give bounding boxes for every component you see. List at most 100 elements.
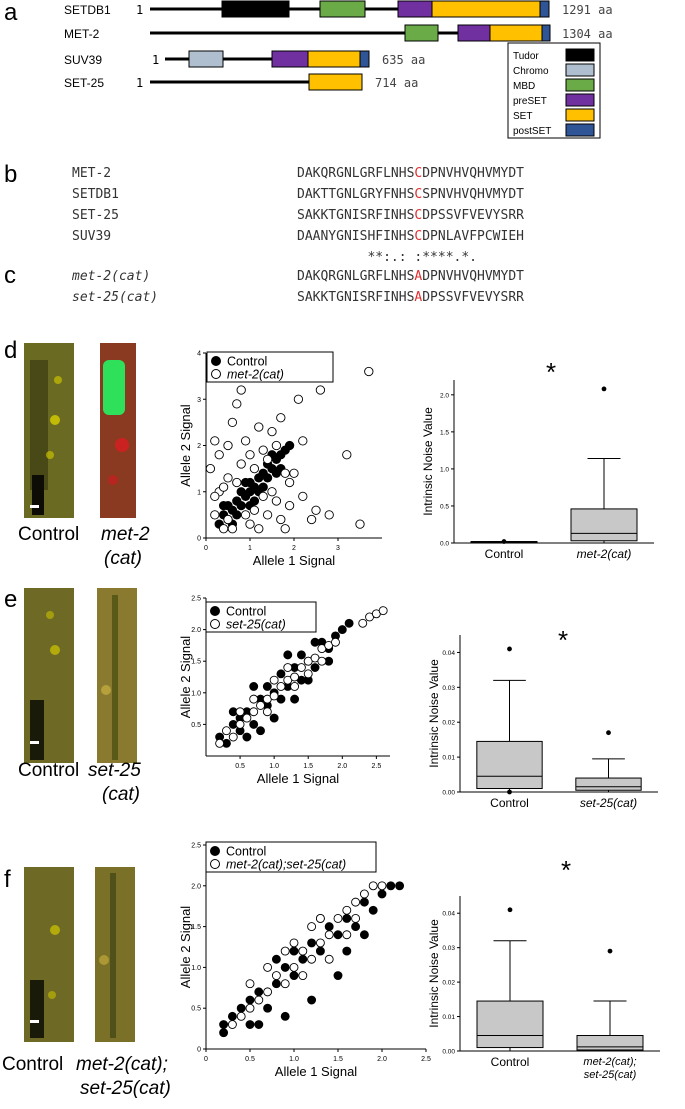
data-point-mutant [254,524,264,534]
sequence-pre: SAKKTGNISRFINHS [297,208,414,223]
y-tick-label: 1 [197,489,201,496]
protein-name: SUV39 [64,53,102,67]
data-point-mutant [280,946,290,956]
sequence-post: DPSSVFVEVYSRR [422,208,524,223]
data-point-mutant [271,496,282,506]
data-point-control [359,930,369,940]
data-point-mutant [324,510,334,520]
y-tick-label: 1.0 [440,466,449,473]
data-point-control [254,1020,264,1029]
data-point-mutant [284,500,295,511]
legend-marker [210,619,220,629]
data-point-mutant [236,459,246,469]
scatter-plot-e: 0.5 1.0 1.5 2.0 2.5 0.5 1.0 1.5 2.0 2.5 Allele 1 S… [178,596,390,786]
data-point-mutant [242,713,252,723]
data-point-mutant [240,436,251,446]
legend-marker [211,369,221,379]
domain-preset [397,0,433,18]
micrograph-tissue [112,595,118,760]
x-axis-label: Allele 1 Signal [257,771,339,786]
data-point-control [395,881,405,891]
data-point-control [232,510,242,520]
legend-label: SET [513,111,532,122]
panel-letter-d: d [4,337,17,364]
x-tick-label: 2 [292,545,296,552]
data-point-control [337,625,347,635]
micrograph-tissue [30,360,48,490]
data-point-control [245,995,255,1005]
x-tick-label: 0 [204,545,208,552]
data-point-mutant [227,1020,237,1029]
data-point-mutant [271,971,281,981]
data-point-control [342,913,352,923]
sequence-pre: SAKKTGNISRFINHS [297,290,414,305]
y-tick-label: 0.5 [440,503,449,510]
y-tick-label: 1.5 [191,659,201,666]
scatter-legend [205,841,377,873]
protein-start: 1 [136,76,143,90]
outlier-point [507,789,512,795]
data-point-control [262,682,272,691]
data-point-mutant [289,962,299,972]
legend-swatch [565,48,595,62]
category-label: set-25(cat) [580,796,637,810]
data-point-mutant [267,426,277,437]
data-point-mutant [378,606,388,616]
domain-legend: Tudor Chromo MBD preSET SET postSET [507,42,601,139]
data-point-mutant [263,987,273,997]
category-label: Control [490,796,529,810]
y-tick-label: 0.02 [442,980,455,987]
data-point-control [240,477,251,488]
data-point-mutant [232,477,242,488]
data-point-control [227,1011,237,1021]
data-point-control [249,682,259,691]
data-point-control [298,954,308,964]
data-point-mutant [351,897,361,907]
scatter-legend [205,601,317,633]
legend-marker [210,859,220,869]
data-point-mutant [283,663,293,672]
data-point-mutant [290,672,300,682]
data-point-mutant [317,656,327,666]
data-point-mutant [290,682,300,691]
scatter-plot-f: 0 0.5 1.0 1.5 2.0 2.5 0 0.5 1.0 1.5 2.0 2.5 Allele 1… [178,841,431,1079]
data-point-control [245,1020,255,1029]
data-point-control [263,1003,273,1013]
legend-label: Chromo [513,66,549,77]
y-tick-label: 2.5 [191,843,201,850]
micrograph-tissue [30,980,44,1038]
sequence: DAKQRGNLGRFLNHSCDPNVHVQHVMYDT [297,166,524,181]
data-point-mutant [298,491,308,502]
y-axis-label: Intrinsic Noise Value [427,919,441,1028]
data-point-mutant [324,930,334,940]
y-tick-label: 0.00 [442,790,455,797]
data-point-control [236,500,246,511]
panel-e: e Control set-25 (cat) 0.5 1.0 1.5 2.0 2.50.… [4,586,658,810]
data-point-mutant [276,682,286,691]
sequence: DAANYGNISHFINHSCDPNLAVFPCWIEH [297,229,524,244]
catalytic-residue: C [414,208,422,223]
data-point-control [276,669,286,679]
domain-set [307,50,361,68]
image-label-mutant-suffix: (cat) [104,548,142,569]
legend-label: Control [227,355,267,369]
data-point-mutant [236,1011,246,1021]
legend-label: Control [226,845,266,859]
data-point-control [368,905,378,915]
sequence-pre: DAKTTGNLGRYFNHS [297,187,414,202]
data-point-control [386,881,396,891]
data-point-control [344,618,354,628]
data-point-control [310,663,320,672]
domain-tudor [221,0,290,18]
data-point-mutant [271,440,282,451]
sequence-name: SET-25 [72,208,119,223]
legend-label: preSET [513,96,547,107]
domain-preset [271,50,309,68]
sequence-post: DPNVHVQHVMYDT [422,269,524,284]
data-point-mutant [355,519,365,529]
legend-label: met-2(cat);set-25(cat) [226,858,346,872]
outlier-point [501,539,507,544]
data-point-mutant [307,922,317,932]
